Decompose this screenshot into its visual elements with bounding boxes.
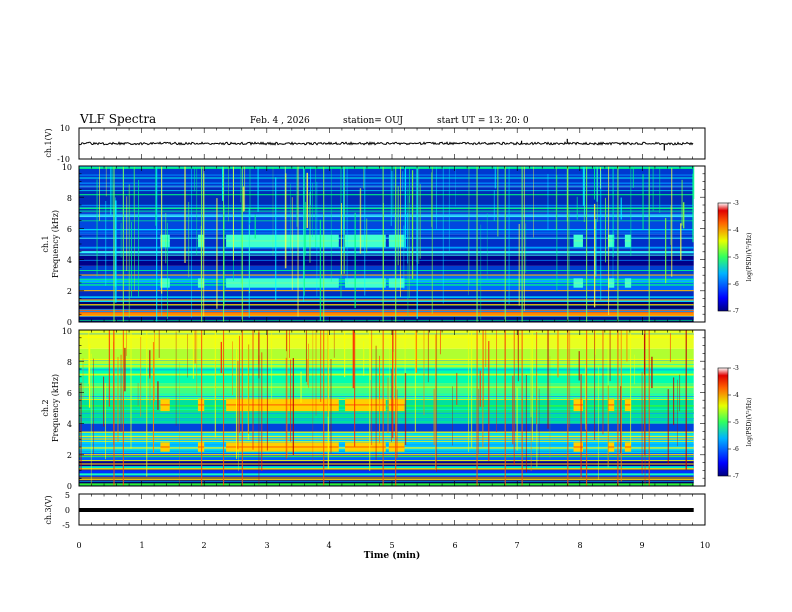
ch1-spectrogram-ylabel-channel: ch.1	[41, 235, 50, 252]
ch3-waveform-trace	[79, 508, 694, 512]
ch1-waveform-panel: 10 -10 ch.1(V)	[44, 124, 706, 164]
ch2-cb-tick-m4: -4	[733, 392, 739, 399]
ch3-waveform-ticks	[78, 494, 706, 525]
ch2-freq-tick-6: 6	[67, 389, 72, 398]
ch2-colorbar: -3 -4 -5 -6 -7 log(PSD)(V²/Hz)	[717, 365, 753, 480]
time-tick-10: 10	[700, 541, 710, 550]
ch1-trace-line	[78, 141, 694, 146]
time-tick-2: 2	[201, 541, 206, 550]
time-tick-0: 0	[76, 541, 81, 550]
ch1-waveform-ticks	[78, 128, 706, 159]
ch3-waveform-panel: 5 0 -5 ch.3(V)	[44, 491, 706, 530]
time-tick-7: 7	[514, 541, 519, 550]
ch2-freq-tick-8: 8	[67, 358, 72, 367]
ch2-freq-tick-2: 2	[67, 451, 72, 460]
ch2-cb-tick-m7: -7	[733, 473, 739, 480]
ch1-waveform-ylabel: ch.1(V)	[44, 128, 53, 157]
ch1-waveform-trace	[78, 138, 694, 151]
ch2-yticklabels: 0 2 4 6 8 10	[62, 327, 72, 491]
ch1-colorbar-label: log(PSD)(V²/Hz)	[746, 233, 753, 282]
ch1-cb-tick-m7: -7	[733, 308, 739, 315]
ch1-spectrogram-image	[79, 166, 705, 322]
ch1-cb-tick-m5: -5	[733, 254, 739, 261]
ch1-cb-tick-m6: -6	[733, 281, 739, 288]
ch3-ytick-bottom: -5	[62, 521, 70, 530]
ch2-spectrogram-image	[79, 330, 705, 486]
time-tick-8: 8	[577, 541, 582, 550]
ch1-freq-tick-0: 0	[67, 318, 72, 327]
ch1-freq-tick-4: 4	[67, 256, 72, 265]
ch2-spectrogram-ylabel: Frequency (kHz)	[51, 374, 60, 442]
ch2-spectrogram-panel: 0 2 4 6 8 10 ch.2 Frequency (kHz) -3 -4 …	[41, 327, 753, 491]
ch1-freq-tick-6: 6	[67, 225, 72, 234]
ch1-spectrogram-ticks	[78, 165, 706, 323]
time-tick-5: 5	[389, 541, 394, 550]
ch3-waveform-ylabel: ch.3(V)	[44, 495, 53, 524]
ch2-freq-tick-4: 4	[67, 420, 72, 429]
ch1-cb-tick-m4: -4	[733, 227, 739, 234]
ch1-ytick-top: 10	[60, 124, 70, 133]
ch2-cb-tick-m6: -6	[733, 446, 739, 453]
ch3-ytick-mid: 0	[65, 506, 70, 515]
ch2-cb-tick-m5: -5	[733, 419, 739, 426]
station-label: station= OUJ	[343, 116, 403, 126]
ch1-freq-tick-10: 10	[62, 163, 72, 172]
time-axis: 0 1 2 3 4 5 6 7 8 9 10 Time (min)	[76, 541, 710, 561]
ch1-freq-tick-2: 2	[67, 287, 72, 296]
ch2-spectrogram-ylabel-channel: ch.2	[41, 399, 50, 416]
start-time-label: start UT = 13: 20: 0	[437, 116, 529, 126]
ch2-spectrogram-ticks	[78, 329, 706, 487]
ch1-colorbar: -3 -4 -5 -6 -7 log(PSD)(V²/Hz)	[717, 200, 753, 315]
ch2-colorbar-bar	[717, 367, 729, 477]
ch2-freq-tick-0: 0	[67, 482, 72, 491]
ch1-spectrogram-ylabel: Frequency (kHz)	[51, 210, 60, 278]
time-tick-3: 3	[264, 541, 269, 550]
time-tick-6: 6	[452, 541, 457, 550]
date-label: Feb. 4 , 2026	[250, 116, 310, 126]
time-tick-4: 4	[326, 541, 331, 550]
time-axis-label: Time (min)	[364, 550, 421, 561]
ch2-cb-tick-m3: -3	[733, 365, 739, 372]
ch1-yticklabels: 0 2 4 6 8 10	[62, 163, 72, 327]
ch2-freq-tick-10: 10	[62, 327, 72, 336]
ch1-ytick-bottom: -10	[57, 155, 70, 164]
time-tick-1: 1	[139, 541, 144, 550]
time-tick-9: 9	[639, 541, 644, 550]
ch1-cb-tick-m3: -3	[733, 200, 739, 207]
ch1-freq-tick-8: 8	[67, 194, 72, 203]
ch1-spectrogram-panel: 0 2 4 6 8 10 ch.1 Frequency (kHz) -3 -4 …	[41, 163, 753, 327]
ch1-colorbar-bar	[717, 202, 729, 312]
ch3-ytick-top: 5	[65, 491, 70, 500]
ch2-colorbar-label: log(PSD)(V²/Hz)	[746, 398, 753, 447]
figure-title: VLF Spectra	[79, 112, 156, 126]
